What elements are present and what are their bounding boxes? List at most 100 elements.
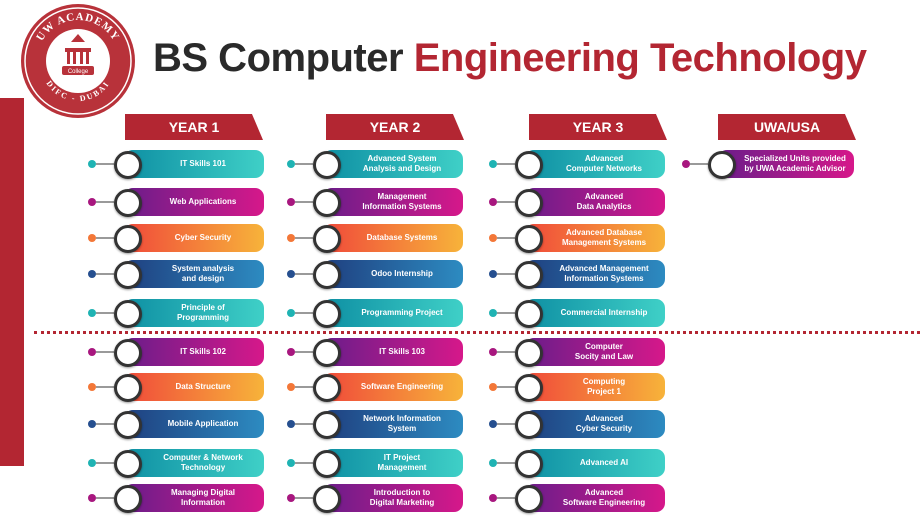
course-pill: Computer & Network Technology	[124, 449, 264, 477]
ring-knob-icon	[515, 485, 543, 513]
course-item: Computing Project 1	[489, 373, 665, 402]
bullet-dot-icon	[88, 198, 96, 206]
bullet-dot-icon	[489, 309, 497, 317]
connector-line	[96, 386, 114, 388]
course-label: Computing	[582, 377, 626, 386]
course-label: Technology	[180, 463, 226, 472]
course-label: IT Skills 101	[180, 159, 226, 168]
course-label: Advanced System	[367, 154, 437, 163]
course-pill: Data Structure	[124, 373, 264, 401]
connector-line	[295, 237, 313, 239]
connector-line	[497, 351, 515, 353]
ring-knob-icon	[515, 450, 543, 478]
course-item: Commercial Internship	[489, 299, 665, 328]
course-label: Advanced	[584, 154, 624, 163]
bullet-dot-icon	[489, 198, 497, 206]
ring-knob-icon	[313, 485, 341, 513]
course-item: Advanced Software Engineering	[489, 484, 665, 513]
ring-knob-icon	[114, 189, 142, 217]
connector-line	[497, 423, 515, 425]
connector-line	[690, 163, 708, 165]
ring-knob-icon	[114, 339, 142, 367]
connector-line	[295, 386, 313, 388]
course-label: Advanced Management	[559, 264, 649, 273]
bullet-dot-icon	[287, 160, 295, 168]
bullet-dot-icon	[88, 160, 96, 168]
course-pill: System analysis and design	[124, 260, 264, 288]
course-pill: Advanced Database Management Systems	[525, 224, 665, 252]
bullet-dot-icon	[287, 234, 295, 242]
course-item: Advanced Database Management Systems	[489, 224, 665, 253]
connector-line	[96, 351, 114, 353]
course-pill: Database Systems	[323, 224, 463, 252]
course-pill: Mobile Application	[124, 410, 264, 438]
logo-college-text: College	[68, 69, 89, 75]
course-pill: IT Skills 102	[124, 338, 264, 366]
course-pill: Managing Digital Information	[124, 484, 264, 512]
ring-knob-icon	[515, 300, 543, 328]
course-label: Network Information	[363, 414, 441, 423]
course-label: Advanced	[584, 192, 624, 201]
course-item: Database Systems	[287, 224, 463, 253]
course-item: IT Skills 101	[88, 150, 264, 179]
course-label: Cyber Security	[575, 424, 633, 433]
title-part-1: BS Computer	[153, 36, 404, 80]
connector-line	[497, 273, 515, 275]
course-pill: Computing Project 1	[525, 373, 665, 401]
course-item: Advanced System Analysis and Design	[287, 150, 463, 179]
course-pill: Principle of Programming	[124, 299, 264, 327]
bullet-dot-icon	[88, 348, 96, 356]
connector-line	[497, 462, 515, 464]
logo-seal-icon: UW ACADEMY DIFC - DUBAI College	[24, 7, 132, 115]
course-label: Advanced AI	[579, 458, 629, 467]
bullet-dot-icon	[489, 160, 497, 168]
connector-line	[295, 201, 313, 203]
course-pill: Computer Socity and Law	[525, 338, 665, 366]
academy-logo: UW ACADEMY DIFC - DUBAI College	[21, 4, 135, 118]
course-label: and design	[181, 274, 225, 283]
bullet-dot-icon	[88, 383, 96, 391]
course-item: Management Information Systems	[287, 188, 463, 217]
course-label: Advanced Database	[565, 228, 643, 237]
ring-knob-icon	[313, 225, 341, 253]
course-item: Advanced Computer Networks	[489, 150, 665, 179]
course-label: IT Skills 103	[379, 347, 425, 356]
ring-knob-icon	[313, 261, 341, 289]
bullet-dot-icon	[88, 420, 96, 428]
connector-line	[295, 163, 313, 165]
ring-knob-icon	[515, 189, 543, 217]
ring-knob-icon	[313, 189, 341, 217]
ring-knob-icon	[114, 450, 142, 478]
connector-line	[295, 497, 313, 499]
course-label: Software Engineering	[360, 382, 444, 391]
course-item: Advanced AI	[489, 449, 665, 478]
course-pill: Specialized Units provided by UWA Academi…	[718, 150, 854, 178]
bullet-dot-icon	[88, 309, 96, 317]
bullet-dot-icon	[489, 459, 497, 467]
ring-knob-icon	[313, 411, 341, 439]
connector-line	[96, 497, 114, 499]
bullet-dot-icon	[287, 348, 295, 356]
ring-knob-icon	[114, 485, 142, 513]
course-label: Digital Marketing	[369, 498, 435, 507]
course-label: Information	[181, 498, 225, 507]
course-label: IT Skills 102	[180, 347, 226, 356]
ring-knob-icon	[515, 339, 543, 367]
course-item: Odoo Internship	[287, 260, 463, 289]
connector-line	[96, 462, 114, 464]
course-pill: IT Project Management	[323, 449, 463, 477]
course-label: Computer	[585, 342, 623, 351]
course-label: Programming Project	[361, 308, 443, 317]
bullet-dot-icon	[88, 270, 96, 278]
ring-knob-icon	[313, 300, 341, 328]
connector-line	[497, 312, 515, 314]
ring-knob-icon	[114, 300, 142, 328]
ring-knob-icon	[515, 411, 543, 439]
course-item: Computer & Network Technology	[88, 449, 264, 478]
bullet-dot-icon	[489, 383, 497, 391]
course-label: IT Project	[383, 453, 421, 462]
bullet-dot-icon	[88, 234, 96, 242]
page-title: BS Computer Engineering Technology	[153, 30, 867, 86]
bullet-dot-icon	[88, 494, 96, 502]
bullet-dot-icon	[287, 383, 295, 391]
